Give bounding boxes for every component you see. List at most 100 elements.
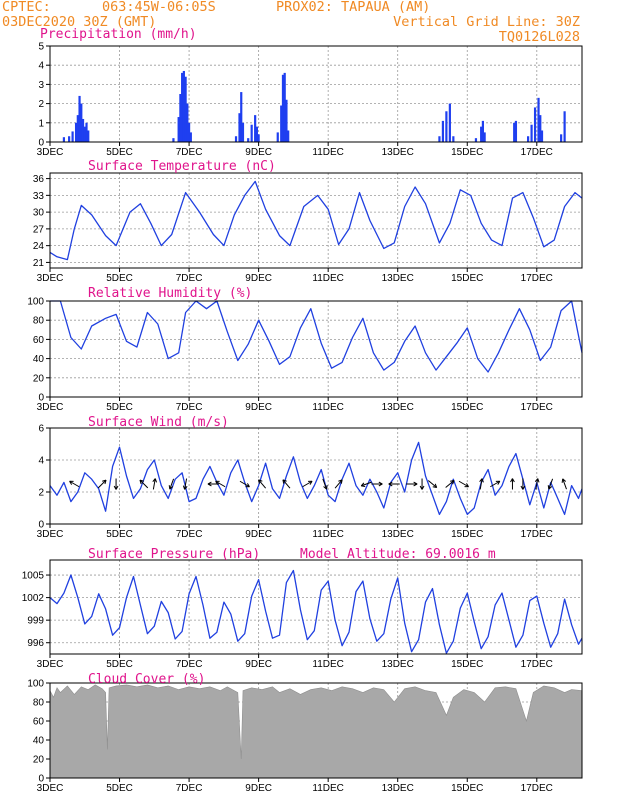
precip-bar <box>530 124 533 142</box>
wind-arrow-head <box>522 485 526 490</box>
precip-bar <box>62 137 66 142</box>
temp-frame <box>49 172 583 269</box>
precip-bar <box>285 99 288 142</box>
precip-bar <box>255 126 258 142</box>
cloud-ytick-label: 0 <box>38 774 44 785</box>
precip-bar <box>483 132 486 142</box>
precip-bar <box>445 111 448 142</box>
wind-arrow-head <box>413 481 418 485</box>
wind-arrow-head <box>326 485 328 490</box>
wind-arrow-head <box>562 478 567 482</box>
precip-bar <box>187 122 191 142</box>
wind-arrow-head <box>246 483 250 488</box>
wind-arrow <box>510 478 515 490</box>
precip-xtick-label: 13DEC <box>382 147 414 158</box>
wind-arrow-shaft <box>490 480 501 488</box>
wind-arrow-shaft <box>215 480 226 488</box>
wind-arrow-head <box>497 480 501 485</box>
wind-arrow <box>490 480 501 488</box>
wind-arrow-head <box>207 481 212 485</box>
pressure-frame <box>49 559 583 655</box>
cloud-ytick-label: 80 <box>33 698 45 709</box>
rh-xtick-label: 7DEC <box>176 402 203 413</box>
temp-xtick-label: 7DEC <box>176 273 203 284</box>
precip-bar <box>80 103 83 142</box>
wind-arrow-head <box>309 480 313 485</box>
temp-ytick-label: 24 <box>33 241 45 252</box>
wind-arrow <box>360 481 372 487</box>
precip-bar <box>527 136 530 142</box>
wind-arrow <box>371 481 383 487</box>
wind-arrow-head <box>434 483 438 488</box>
wind-arrow-shaft <box>152 478 156 490</box>
wind-arrow-head <box>481 478 484 483</box>
precip-bar <box>537 97 540 142</box>
wind-arrow <box>69 480 80 488</box>
wind-arrow <box>258 479 267 489</box>
wind-arrow <box>113 478 119 490</box>
wind-arrow <box>458 480 469 488</box>
precip-xtick-label: 11DEC <box>312 147 344 158</box>
precip-bar <box>533 107 537 142</box>
precip-bar <box>186 103 189 142</box>
wind-arrow <box>282 479 291 489</box>
wind-arrow <box>152 478 158 490</box>
wind-xtick-label: 17DEC <box>521 529 553 540</box>
precip-bar <box>85 122 88 142</box>
precip-bar <box>474 138 478 142</box>
rh-xtick-label: 13DEC <box>382 402 414 413</box>
precip-bar <box>254 115 257 142</box>
wind-arrow <box>302 480 313 488</box>
wind-arrow-head <box>69 480 73 485</box>
pressure-panel: 996 999 1002 1005 3DEC 5DEC 7DEC 9DEC 11DEC 13DEC… <box>22 547 583 670</box>
cloud-xtick-label: 15DEC <box>451 783 483 794</box>
pressure-ytick-label: 999 <box>27 616 44 627</box>
wind-arrow-shaft <box>239 480 250 488</box>
rh-title: Relative Humidity (%) <box>88 286 252 301</box>
rh-xtick-label: 11DEC <box>312 402 344 413</box>
precip-bar <box>181 72 184 142</box>
wind-panel: 0 2 4 6 3DEC 5DEC 7DEC 9DEC 11DEC 13DEC 15DEC 17DEC… <box>37 415 583 540</box>
wind-arrow-head <box>360 482 365 487</box>
precip-bar <box>539 115 542 142</box>
wind-arrow <box>479 478 484 490</box>
wind-arrow-head <box>169 486 174 490</box>
precip-bar <box>560 134 563 142</box>
precip-bar <box>257 134 260 142</box>
precip-bar <box>481 120 485 142</box>
wind-series-line <box>49 441 583 516</box>
wind-arrow-head <box>419 485 423 490</box>
wind-arrow-head <box>184 485 188 490</box>
wind-xtick-label: 11DEC <box>312 529 344 540</box>
wind-arrow-head <box>388 481 393 485</box>
temp-xtick-label: 9DEC <box>245 273 272 284</box>
station-label: PROX02: TAPAUA (AM) <box>276 0 431 15</box>
wind-xtick-label: 15DEC <box>451 529 483 540</box>
wind-arrow-head <box>139 479 144 482</box>
wind-arrow-head <box>537 478 540 483</box>
precip-ytick-label: 4 <box>38 61 44 72</box>
wind-arrow-shaft <box>282 479 291 489</box>
wind-arrow-shaft <box>479 478 483 490</box>
wind-arrow-head <box>512 478 515 483</box>
wind-arrow-head <box>450 479 455 482</box>
precip-ytick-label: 3 <box>38 80 44 91</box>
cloud-xtick-label: 11DEC <box>312 783 344 794</box>
pressure-title: Surface Pressure (hPa) <box>88 547 260 562</box>
wind-arrow <box>561 478 567 490</box>
wind-arrow-shaft <box>445 480 455 488</box>
wind-arrow-head <box>547 485 550 490</box>
wind-arrow-shaft <box>427 480 438 488</box>
pressure-xtick-label: 15DEC <box>451 659 483 670</box>
rh-ytick-label: 40 <box>33 354 45 365</box>
precip-bar <box>177 117 180 142</box>
temp-ytick-label: 21 <box>33 258 45 269</box>
cloud-xtick-label: 13DEC <box>382 783 414 794</box>
cloud-ytick-label: 20 <box>33 755 45 766</box>
precip-bar <box>283 72 286 142</box>
wind-xtick-label: 5DEC <box>106 529 133 540</box>
wind-arrow-head <box>115 485 119 490</box>
wind-arrow-shaft <box>458 480 469 488</box>
wind-arrow-head <box>340 479 343 484</box>
wind-arrow-shaft <box>258 479 267 489</box>
